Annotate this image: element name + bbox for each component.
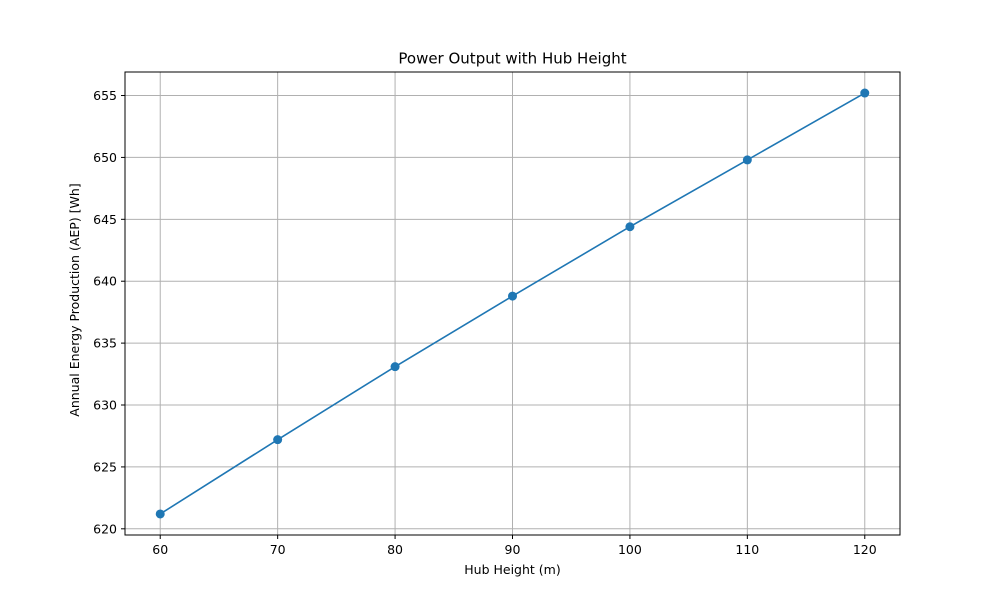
y-tick-label: 635 [93, 336, 117, 351]
y-axis-label: Annual Energy Production (AEP) [Wh] [67, 183, 82, 416]
y-tick-label: 645 [93, 212, 117, 227]
data-point [860, 88, 870, 98]
data-point [742, 155, 752, 165]
y-tick-label: 630 [93, 398, 117, 413]
x-axis-label: Hub Height (m) [464, 562, 560, 577]
x-tick-label: 80 [387, 542, 403, 557]
data-point [390, 362, 400, 372]
x-tick-label: 110 [735, 542, 759, 557]
x-tick-label: 100 [618, 542, 642, 557]
data-point [508, 291, 517, 301]
data-point [625, 222, 635, 232]
data-point [155, 509, 165, 519]
y-tick-label: 620 [93, 521, 117, 536]
x-tick-label: 60 [152, 542, 168, 557]
y-tick-label: 655 [93, 88, 117, 103]
grid [125, 72, 900, 535]
series-layer [155, 88, 870, 519]
axis-ticks: 60 70 80 90 100 110 120 620 625 630 635 640 645 650 65… [93, 88, 877, 557]
x-tick-label: 70 [270, 542, 286, 557]
y-tick-label: 625 [93, 459, 117, 474]
y-tick-label: 640 [93, 274, 117, 289]
x-tick-label: 90 [505, 542, 521, 557]
data-point [273, 435, 283, 445]
x-tick-label: 120 [853, 542, 877, 557]
chart-title: Power Output with Hub Height [398, 50, 626, 68]
y-tick-label: 650 [93, 150, 117, 165]
